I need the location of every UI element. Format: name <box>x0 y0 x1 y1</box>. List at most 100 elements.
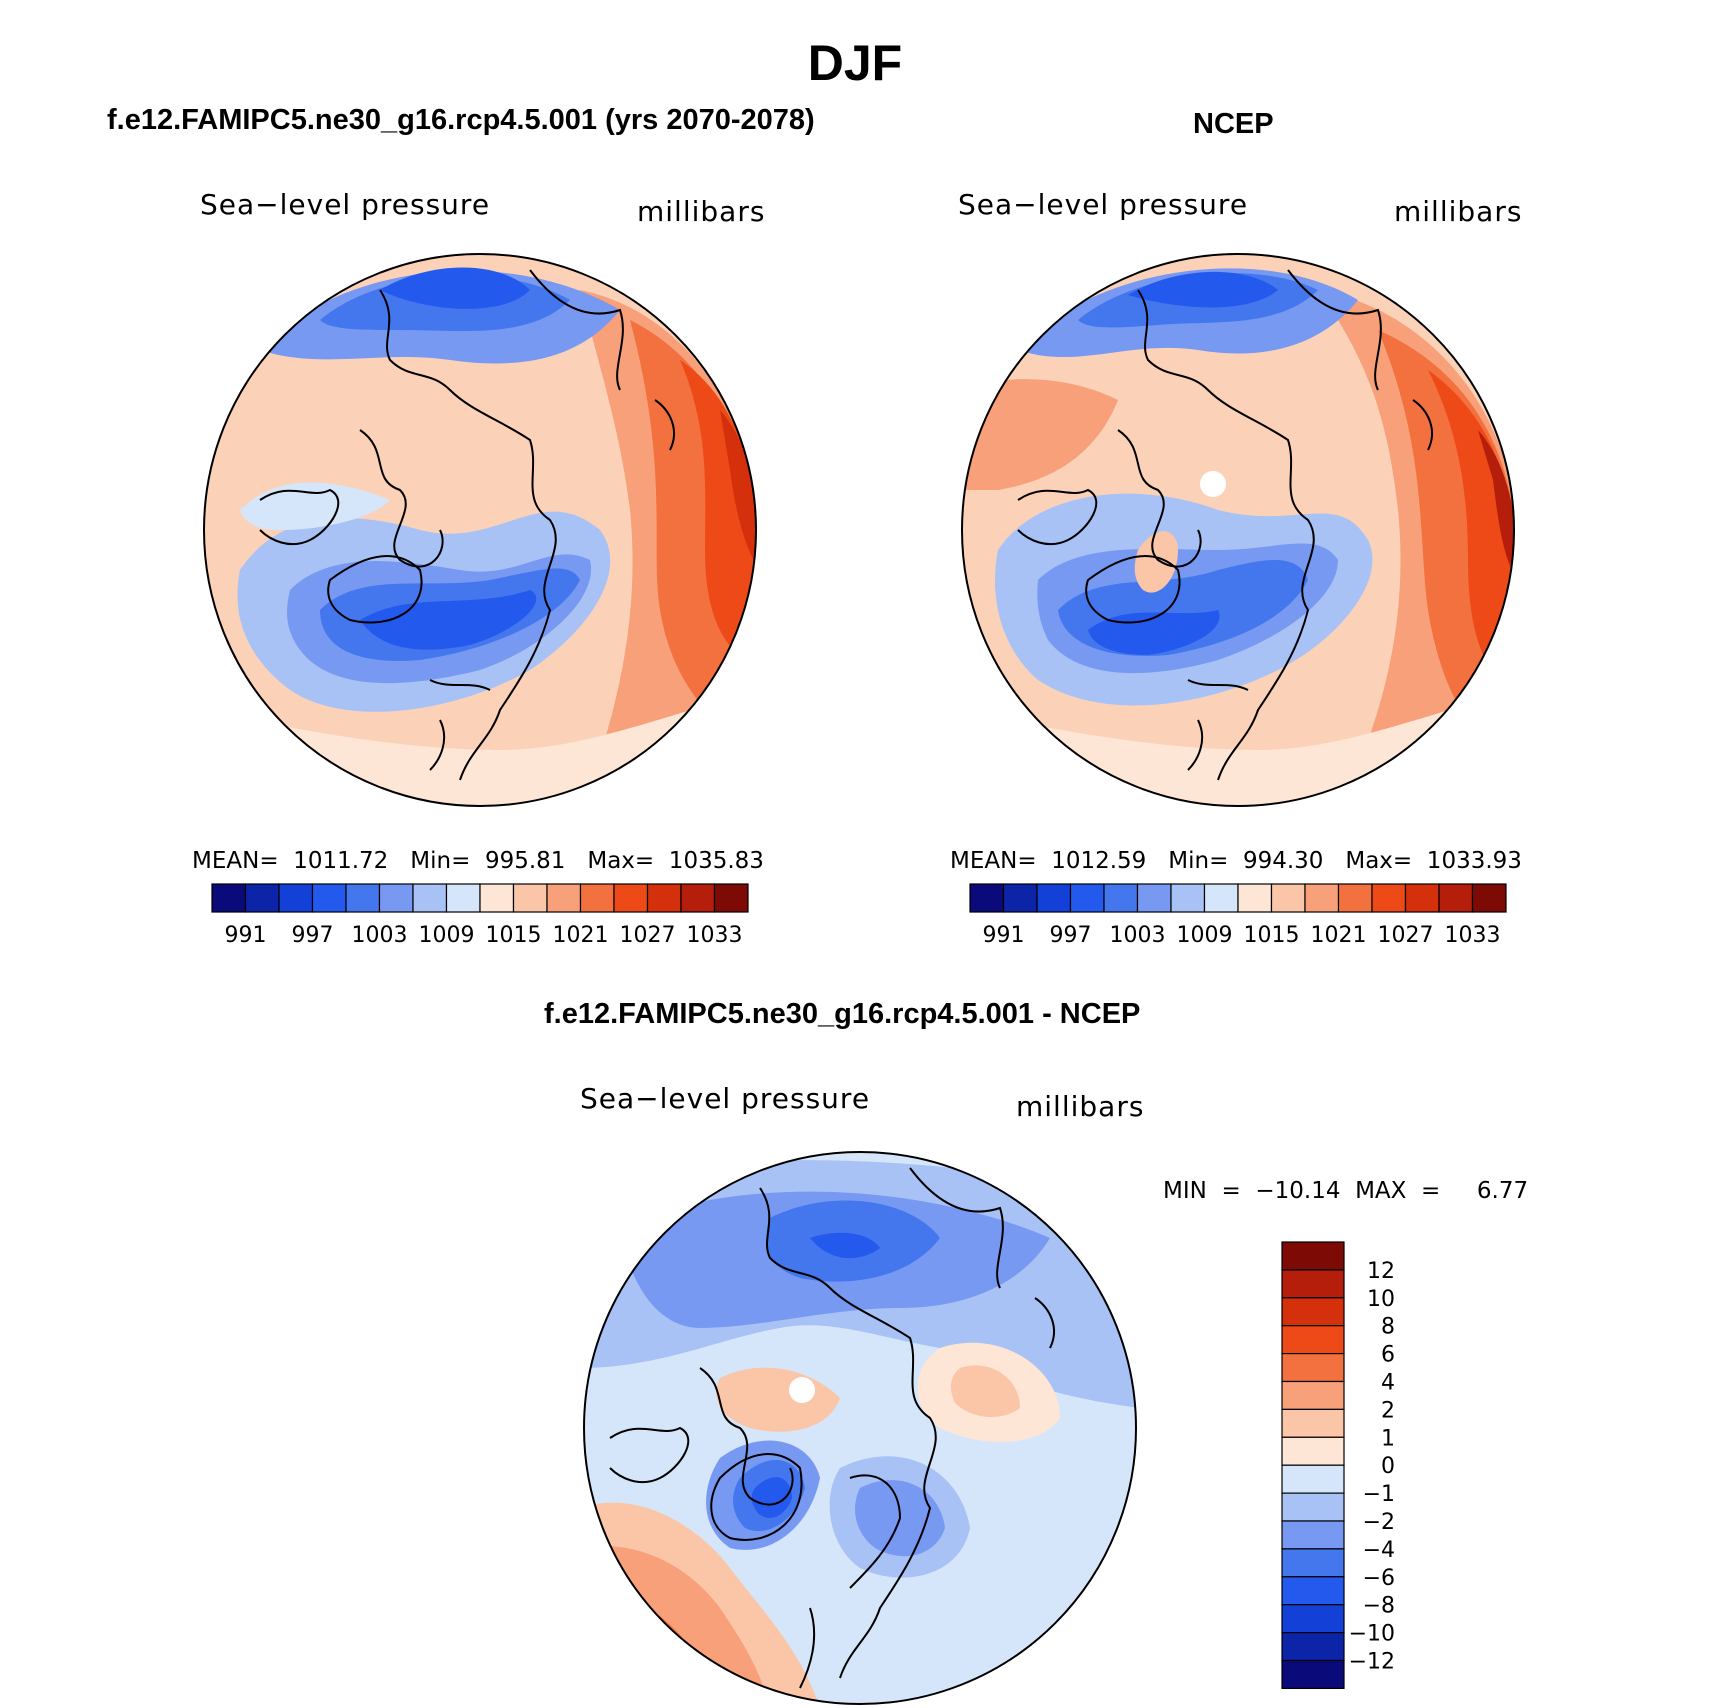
panel-3-colorbar-tick-label: −1 <box>1363 1482 1395 1507</box>
panel-2-colorbar-swatch <box>1337 883 1373 913</box>
panel-2-colorbar-swatch <box>1438 883 1474 913</box>
panel-2-colorbar-tick-label: 1033 <box>1445 923 1501 948</box>
panel-1-colorbar-swatch <box>244 883 280 913</box>
panel-2-colorbar-swatch <box>1103 883 1139 913</box>
panel-2-colorbar-swatch <box>969 883 1005 913</box>
panel-3-colorbar-swatch <box>1281 1380 1345 1410</box>
page-title: DJF <box>807 35 903 91</box>
panel-1-field-label: Sea−level pressure <box>200 188 491 221</box>
panel-1-polar-map <box>203 253 757 807</box>
panel-2-colorbar: 991 997 1003 1009 1015 1021 1027 1033 <box>969 883 1507 948</box>
panel-1-colorbar-tick-label: 1021 <box>553 923 609 948</box>
panel-3-colorbar-swatch <box>1281 1576 1345 1606</box>
panel-1-title: f.e12.FAMIPC5.ne30_g16.rcp4.5.001 (yrs 2… <box>107 104 815 136</box>
panel-3-colorbar-swatch <box>1281 1548 1345 1578</box>
panel-2-colorbar-swatch <box>1237 883 1273 913</box>
panel-3-polar-map <box>583 1151 1137 1705</box>
panel-2-colorbar-tick-label: 1009 <box>1177 923 1233 948</box>
panel-1-colorbar-swatch <box>412 883 448 913</box>
panel-1-colorbar-swatch <box>311 883 347 913</box>
panel-1-colorbar-swatch <box>278 883 314 913</box>
panel-2-units-label: millibars <box>1394 195 1523 228</box>
panel-2-colorbar-tick-label: 1015 <box>1244 923 1300 948</box>
panel-2-colorbar-swatch <box>1371 883 1407 913</box>
panel-1-units-label: millibars <box>637 195 766 228</box>
panel-1-colorbar-swatch <box>579 883 615 913</box>
panel-3-colorbar-tick-label: −12 <box>1349 1650 1395 1675</box>
panel-3-colorbar-swatch <box>1281 1325 1345 1355</box>
panel-1-colorbar-tick-label: 997 <box>292 923 334 948</box>
panel-2-colorbar-swatches <box>969 883 1507 913</box>
panel-2-colorbar-swatch <box>1170 883 1206 913</box>
panel-1-colorbar-swatch <box>646 883 682 913</box>
panel-3-colorbar-tick-label: 12 <box>1367 1259 1395 1284</box>
panel-1-colorbar-labels: 991 997 1003 1009 1015 1021 1027 1033 <box>225 923 743 948</box>
panel-3-colorbar-tick-label: 0 <box>1381 1454 1395 1479</box>
panel-3-colorbar-swatch <box>1281 1269 1345 1299</box>
panel-2-colorbar-swatch <box>1270 883 1306 913</box>
panel-1-colorbar-tick-label: 991 <box>225 923 267 948</box>
panel-2-colorbar-swatch <box>1136 883 1172 913</box>
panel-3-colorbar-tick-label: −6 <box>1363 1566 1395 1591</box>
panel-3-colorbar-tick-label: −2 <box>1363 1510 1395 1535</box>
panel-3-colorbar-tick-label: 6 <box>1381 1343 1395 1368</box>
panel-1-colorbar-swatch <box>680 883 716 913</box>
panel-1-colorbar-swatch <box>479 883 515 913</box>
panel-3-colorbar-tick-label: 4 <box>1381 1371 1395 1396</box>
panel-2-stats: MEAN= 1012.59 Min= 994.30 Max= 1033.93 <box>950 848 1522 874</box>
panel-3-colorbar-swatch <box>1281 1241 1345 1271</box>
panel-3-colorbar-swatch <box>1281 1408 1345 1438</box>
panel-1-colorbar-swatch <box>211 883 247 913</box>
panel-3-colorbar-tick-label: 10 <box>1367 1287 1395 1312</box>
panel-3-colorbar-tick-label: 8 <box>1381 1315 1395 1340</box>
panel-1-colorbar-swatches <box>211 883 749 913</box>
panel-1-colorbar-tick-label: 1009 <box>419 923 475 948</box>
panel-1-colorbar-tick-label: 1015 <box>486 923 542 948</box>
panel-3-colorbar-swatch <box>1281 1604 1345 1634</box>
panel-2-colorbar-tick-label: 1021 <box>1311 923 1367 948</box>
panel-2-field-label: Sea−level pressure <box>958 188 1249 221</box>
panel-3-colorbar-swatch <box>1281 1520 1345 1550</box>
panel-1-colorbar-tick-label: 1003 <box>352 923 408 948</box>
panel-2-colorbar-labels: 991 997 1003 1009 1015 1021 1027 1033 <box>983 923 1501 948</box>
panel-1-colorbar-swatch <box>445 883 481 913</box>
panel-3-units-label: millibars <box>1016 1090 1145 1123</box>
panel-2-colorbar-swatch <box>1404 883 1440 913</box>
panel-3-colorbar-tick-label: −4 <box>1363 1538 1395 1563</box>
panel-3-colorbar-swatch <box>1281 1632 1345 1662</box>
panel-3-colorbar-tick-label: 1 <box>1381 1426 1395 1451</box>
panel-1-colorbar: 991 997 1003 1009 1015 1021 1027 1033 <box>211 883 749 948</box>
panel-2-colorbar-swatch <box>1471 883 1507 913</box>
panel-1-colorbar-swatch <box>512 883 548 913</box>
panel-1-colorbar-swatch <box>613 883 649 913</box>
panel-1-colorbar-swatch <box>546 883 582 913</box>
panel-3-colorbar-swatches <box>1281 1241 1345 1689</box>
panel-3-colorbar-swatch <box>1281 1464 1345 1494</box>
panel-3-colorbar-tick-label: −8 <box>1363 1594 1395 1619</box>
panel-2-colorbar-swatch <box>1036 883 1072 913</box>
panel-3-stats: MIN = −10.14 MAX = 6.77 <box>1163 1178 1529 1204</box>
panel-1-colorbar-tick-label: 1033 <box>687 923 743 948</box>
panel-2-colorbar-tick-label: 1003 <box>1110 923 1166 948</box>
panel-2-colorbar-swatch <box>1304 883 1340 913</box>
panel-1-colorbar-swatch <box>713 883 749 913</box>
panel-1-stats: MEAN= 1011.72 Min= 995.81 Max= 1035.83 <box>192 848 764 874</box>
panel-2-colorbar-swatch <box>1203 883 1239 913</box>
panel-3-colorbar-swatch <box>1281 1492 1345 1522</box>
panel-2-colorbar-swatch <box>1002 883 1038 913</box>
panel-3-colorbar-swatch <box>1281 1352 1345 1383</box>
panel-3-colorbar-swatch <box>1281 1297 1345 1327</box>
panel-2-colorbar-tick-label: 991 <box>983 923 1025 948</box>
panel-3-field-label: Sea−level pressure <box>580 1082 871 1115</box>
panel-1-colorbar-tick-label: 1027 <box>620 923 676 948</box>
panel-3-colorbar-swatch <box>1281 1436 1345 1466</box>
panel-2-polar-map <box>961 253 1515 807</box>
panel-3-colorbar-tick-label: −10 <box>1349 1622 1395 1647</box>
panel-2-colorbar-tick-label: 997 <box>1050 923 1092 948</box>
panel-2-colorbar-swatch <box>1069 883 1105 913</box>
panel-2-title: NCEP <box>1193 108 1274 140</box>
panel-2-colorbar-tick-label: 1027 <box>1378 923 1434 948</box>
panel-3-colorbar-tick-label: 2 <box>1381 1398 1395 1423</box>
